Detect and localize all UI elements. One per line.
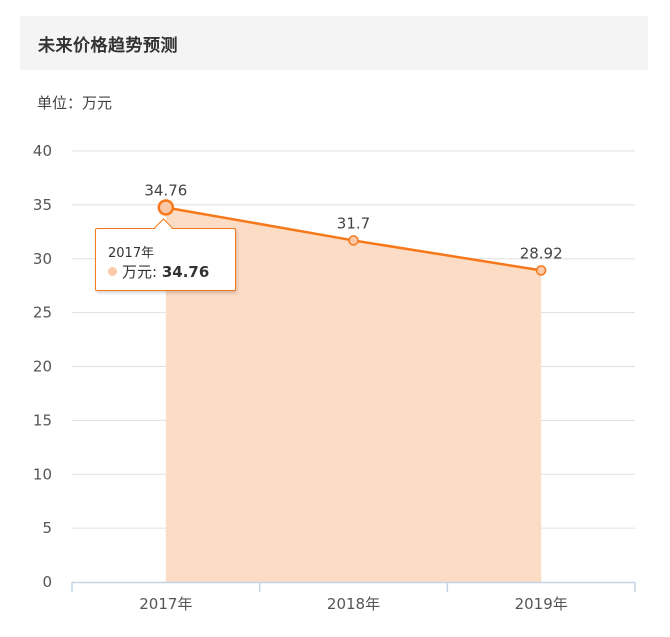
area-fill <box>165 207 542 582</box>
x-tick-label: 2018年 <box>327 595 380 613</box>
x-axis-labels: 2017年 2018年 2019年 <box>139 595 568 613</box>
data-markers <box>157 199 547 276</box>
data-point-marker[interactable] <box>348 235 359 246</box>
y-tick-label: 10 <box>33 465 52 483</box>
y-tick-label: 20 <box>33 358 52 376</box>
chart-header: 未来价格趋势预测 <box>20 16 648 70</box>
tooltip-series-name: 万元 <box>122 263 153 281</box>
x-axis <box>71 581 636 592</box>
data-label: 34.76 <box>144 181 187 199</box>
data-point-marker[interactable] <box>535 265 547 276</box>
x-tick-label: 2019年 <box>515 595 568 613</box>
y-tick-label: 35 <box>33 196 52 214</box>
data-point-marker[interactable] <box>157 199 175 216</box>
data-label: 28.92 <box>520 244 563 262</box>
chart-title: 未来价格趋势预测 <box>38 36 178 56</box>
y-tick-label: 40 <box>33 142 52 160</box>
y-tick-label: 5 <box>42 519 52 537</box>
data-labels: 34.76 31.7 28.92 <box>144 181 562 262</box>
tooltip-separator: : <box>152 263 162 281</box>
y-tick-label: 30 <box>33 250 52 268</box>
y-tick-label: 15 <box>33 411 52 429</box>
tooltip: 2017年 万元: 34.76 <box>95 218 236 291</box>
y-tick-label: 25 <box>33 304 52 322</box>
tooltip-row: 万元: 34.76 <box>108 261 209 282</box>
tooltip-category: 2017年 <box>108 246 155 261</box>
y-tick-label: 0 <box>42 573 52 591</box>
y-axis-ticks: 0 5 10 15 20 25 30 35 40 <box>33 142 52 591</box>
x-tick-label: 2017年 <box>139 595 192 613</box>
tooltip-value: 34.76 <box>161 263 210 281</box>
unit-label: 单位：万元 <box>37 94 113 112</box>
series-dot-icon <box>108 267 117 276</box>
data-label: 31.7 <box>337 214 370 232</box>
